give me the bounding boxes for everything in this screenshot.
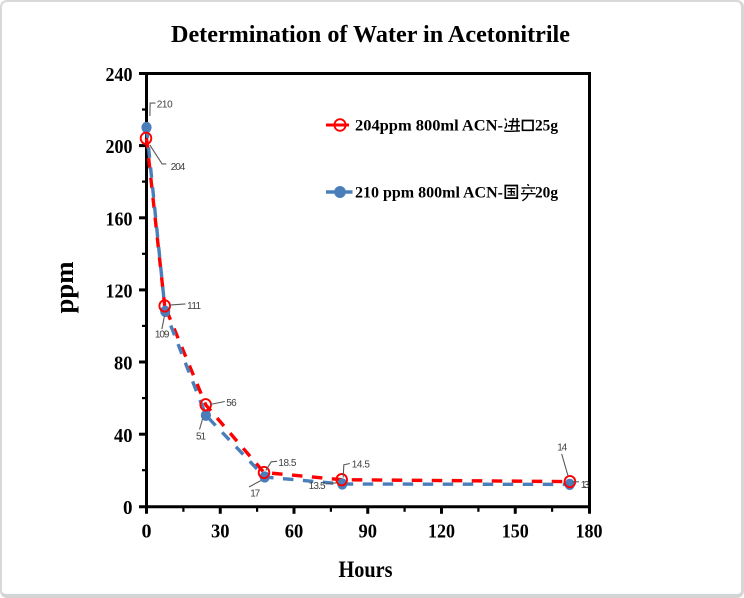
svg-text:109: 109	[155, 329, 170, 340]
svg-text:60: 60	[285, 520, 304, 542]
svg-text:150: 150	[502, 520, 529, 542]
svg-text:180: 180	[576, 520, 603, 542]
svg-text:200: 200	[106, 136, 133, 158]
svg-text:51: 51	[196, 431, 206, 442]
svg-text:Hours: Hours	[339, 557, 393, 582]
svg-text:20g: 20g	[535, 185, 558, 202]
svg-text:Determination of Water in Acet: Determination of Water in Acetonitrile	[171, 22, 570, 48]
svg-text:80: 80	[114, 353, 133, 375]
svg-text:56: 56	[226, 398, 237, 409]
svg-text:120: 120	[428, 520, 455, 542]
svg-text:30: 30	[211, 520, 230, 542]
svg-text:204ppm 800ml ACN-: 204ppm 800ml ACN-	[355, 118, 503, 135]
svg-text:210: 210	[157, 100, 173, 111]
svg-text:210 ppm 800ml ACN-: 210 ppm 800ml ACN-	[355, 185, 503, 202]
svg-text:18.5: 18.5	[278, 458, 296, 469]
svg-text:25g: 25g	[535, 118, 558, 135]
svg-text:0: 0	[123, 497, 133, 519]
svg-text:ppm: ppm	[50, 261, 79, 313]
svg-text:13.5: 13.5	[309, 481, 326, 492]
svg-text:0: 0	[142, 520, 152, 542]
svg-text:204: 204	[171, 162, 186, 173]
svg-text:160: 160	[106, 208, 133, 230]
svg-text:14: 14	[557, 442, 567, 453]
svg-text:120: 120	[106, 281, 133, 303]
svg-text:90: 90	[359, 520, 378, 542]
svg-text:240: 240	[106, 64, 133, 86]
svg-text:111: 111	[187, 301, 201, 312]
svg-text:17: 17	[250, 489, 260, 500]
svg-text:40: 40	[114, 425, 133, 447]
svg-text:14.5: 14.5	[352, 460, 371, 471]
svg-text:13: 13	[581, 480, 590, 491]
